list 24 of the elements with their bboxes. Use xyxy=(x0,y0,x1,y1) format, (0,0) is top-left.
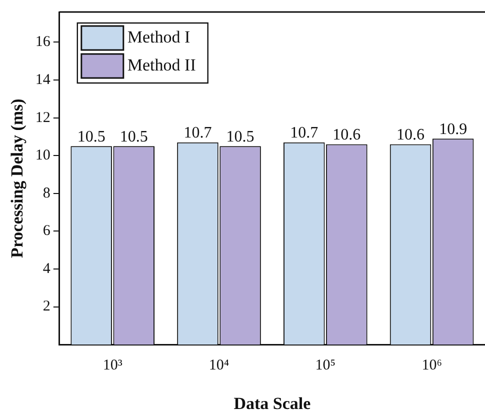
y-tick-label: 16 xyxy=(35,34,51,50)
y-tick-label: 12 xyxy=(35,110,50,126)
data-label: 10.9 xyxy=(439,120,468,138)
y-tick-label: 8 xyxy=(42,185,50,202)
data-label: 10.7 xyxy=(184,124,212,142)
x-tick-label: 10⁵ xyxy=(315,358,336,374)
data-label: 10.6 xyxy=(396,126,425,144)
legend-label: Method I xyxy=(127,27,191,46)
data-label: 10.5 xyxy=(226,128,254,146)
data-label: 10.5 xyxy=(77,128,106,146)
x-tick-label: 10³ xyxy=(102,358,123,374)
y-tick-label: 14 xyxy=(35,72,51,88)
y-tick-label: 6 xyxy=(42,223,51,240)
x-tick-label: 10⁶ xyxy=(422,358,442,374)
data-label: 10.5 xyxy=(120,128,148,146)
y-tick-label: 2 xyxy=(42,298,50,315)
data-label: 10.7 xyxy=(290,124,318,142)
x-tick-label: 10⁴ xyxy=(208,358,230,374)
y-tick-label: 10 xyxy=(35,148,50,164)
legend-label: Method II xyxy=(127,55,196,74)
data-label: 10.6 xyxy=(332,126,361,144)
x-axis-title: Data Scale xyxy=(234,394,312,414)
y-axis-title: Processing Delay (ms) xyxy=(8,98,27,258)
y-tick-label: 4 xyxy=(42,260,51,277)
